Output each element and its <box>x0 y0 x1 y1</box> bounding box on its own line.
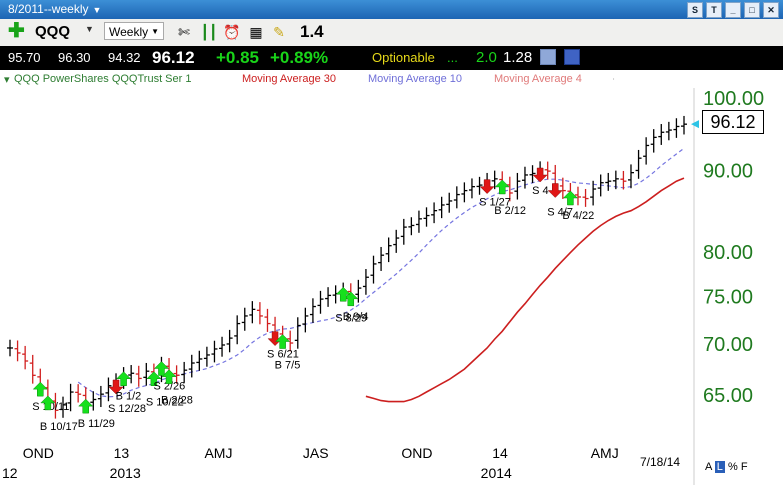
buy-arrow-icon <box>494 179 510 195</box>
x-year-label: 2014 <box>481 465 512 481</box>
signal-label: B 9/4 <box>343 311 369 323</box>
quote-change-pct: +0.89% <box>270 48 329 67</box>
title-dropdown-icon[interactable]: ▼ <box>92 5 102 15</box>
buy-arrow-icon <box>335 286 351 302</box>
quote-optionable: Optionable <box>372 50 435 65</box>
buy-arrow-icon <box>78 398 94 414</box>
alarm-clock-icon[interactable]: ⏰ <box>223 24 241 40</box>
symbol-input[interactable]: QQQ <box>35 23 71 40</box>
plus-icon[interactable]: ✚ <box>8 20 25 42</box>
chart-legend: ▾ QQQ PowerShares QQQTrust Ser 1 Moving … <box>0 70 700 88</box>
signal-label: S 4/7 <box>547 207 573 219</box>
signal-label: S 6/21 <box>267 349 299 361</box>
buy-arrow-icon <box>146 371 162 386</box>
save-icon[interactable] <box>564 49 580 65</box>
sell-arrow-icon <box>108 379 124 395</box>
legend-ma10: Moving Average 10 <box>368 73 462 85</box>
y-tick-label: 70.00 <box>703 334 753 356</box>
quote-ellipsis: ... <box>447 50 458 65</box>
date-label: 7/18/14 <box>640 455 680 469</box>
database-icon[interactable] <box>540 49 556 65</box>
legend-main-arrow-icon: ▾ <box>4 74 10 86</box>
buy-arrow-icon <box>40 395 56 411</box>
buy-arrow-icon <box>562 190 579 206</box>
y-tick-label: 80.00 <box>703 242 753 264</box>
tv-icon[interactable]: T <box>706 2 722 18</box>
candlestick-icon[interactable]: ┃┃ <box>200 24 218 40</box>
signal-label: B 4/22 <box>562 210 594 222</box>
quote-change: +0.85 <box>216 48 260 67</box>
x-tick-label: JAS <box>303 445 329 461</box>
y-tick-label: 100.00 <box>703 88 764 110</box>
signal-label: S 10/22 <box>146 397 184 409</box>
buy-arrow-icon <box>161 369 177 384</box>
footer-buttons: A L % F <box>705 461 748 473</box>
y-tick-label: 65.00 <box>703 385 753 407</box>
x-tick-label: 13 <box>114 445 130 461</box>
s-icon[interactable]: S <box>687 2 703 18</box>
signal-label: B 1/2 <box>116 391 142 403</box>
ma30-line <box>365 177 685 403</box>
toolbar: ✚ QQQ ▼ Weekly ▼ ✄ ┃┃ ⏰ ▦ ✎ 1.4 <box>0 19 783 47</box>
period-select[interactable]: Weekly ▼ <box>104 22 164 40</box>
sell-arrow-icon <box>479 179 495 194</box>
signal-label: B 7/5 <box>275 360 301 372</box>
signal-label: S 12/28 <box>108 403 146 415</box>
legend-main: QQQ PowerShares QQQTrust Ser 1 <box>14 73 192 85</box>
sell-arrow-icon <box>532 167 548 183</box>
signal-label: S 8/29 <box>335 312 367 324</box>
signal-label: B 2/12 <box>494 205 526 217</box>
calculator-icon[interactable]: ▦ <box>249 24 263 40</box>
close-icon[interactable]: ✕ <box>763 2 779 18</box>
x-year-label: 2013 <box>110 465 141 481</box>
last-price-box: 96.12 <box>702 110 764 134</box>
x-tick-label: OND <box>401 445 432 461</box>
buy-arrow-icon <box>153 361 170 376</box>
x-tick-label: 14 <box>492 445 508 461</box>
quote-last: 96.12 <box>152 48 195 67</box>
signal-label: S 1/27 <box>479 197 511 209</box>
buy-arrow-icon <box>32 381 48 397</box>
quote-open: 95.70 <box>8 50 41 65</box>
quote-stat-1: 2.0 <box>476 49 497 66</box>
title-bar: 8/2011--weekly ▼ S T _ □ ✕ <box>0 0 783 19</box>
footer-btn-f[interactable]: F <box>740 461 748 473</box>
signal-label: B 11/29 <box>78 418 115 430</box>
quote-bar: 95.70 96.30 94.32 96.12 +0.85 +0.89% Opt… <box>0 46 783 70</box>
x-tick-label: OND <box>23 445 54 461</box>
quote-low: 94.32 <box>108 50 141 65</box>
tools-icon[interactable]: ✄ <box>178 24 190 40</box>
note-icon[interactable]: ✎ <box>273 24 285 40</box>
symbol-dropdown-icon[interactable]: ▼ <box>85 24 94 34</box>
quote-stat-2: 1.28 <box>503 49 533 66</box>
signal-label: B 2/28 <box>161 395 193 407</box>
minimize-icon[interactable]: _ <box>725 2 741 18</box>
legend-extra-icon: ∙ <box>612 73 616 85</box>
x-year-label: 12 <box>2 465 18 481</box>
y-tick-label: 75.00 <box>703 286 753 308</box>
toolbar-value: 1.4 <box>300 22 324 41</box>
title-bar-buttons: S T _ □ ✕ <box>687 2 779 18</box>
price-chart[interactable]: 65.00 70.00 75.00 80.00 90.00 100.00 S 10/11 B … <box>0 88 783 485</box>
buy-arrow-icon <box>275 334 291 349</box>
signal-label: S 2/26 <box>153 380 185 392</box>
signal-label: S 4 <box>532 185 549 197</box>
signal-label: B 10/17 <box>40 421 78 433</box>
footer-btn-l[interactable]: L <box>714 461 725 473</box>
legend-ma4: Moving Average 4 <box>494 73 582 85</box>
window-title: 8/2011--weekly ▼ <box>8 2 102 16</box>
footer-btn-a[interactable]: A <box>705 461 712 473</box>
last-price-marker-icon <box>691 120 699 129</box>
footer-btn-pct[interactable]: % <box>727 461 738 473</box>
x-tick-label: AMJ <box>204 445 232 461</box>
y-tick-label: 90.00 <box>703 161 753 183</box>
quote-high: 96.30 <box>58 50 91 65</box>
x-tick-label: AMJ <box>591 445 619 461</box>
maximize-icon[interactable]: □ <box>744 2 760 18</box>
legend-ma30: Moving Average 30 <box>242 73 336 85</box>
sell-arrow-icon <box>547 183 563 198</box>
buy-arrow-icon <box>115 371 132 386</box>
